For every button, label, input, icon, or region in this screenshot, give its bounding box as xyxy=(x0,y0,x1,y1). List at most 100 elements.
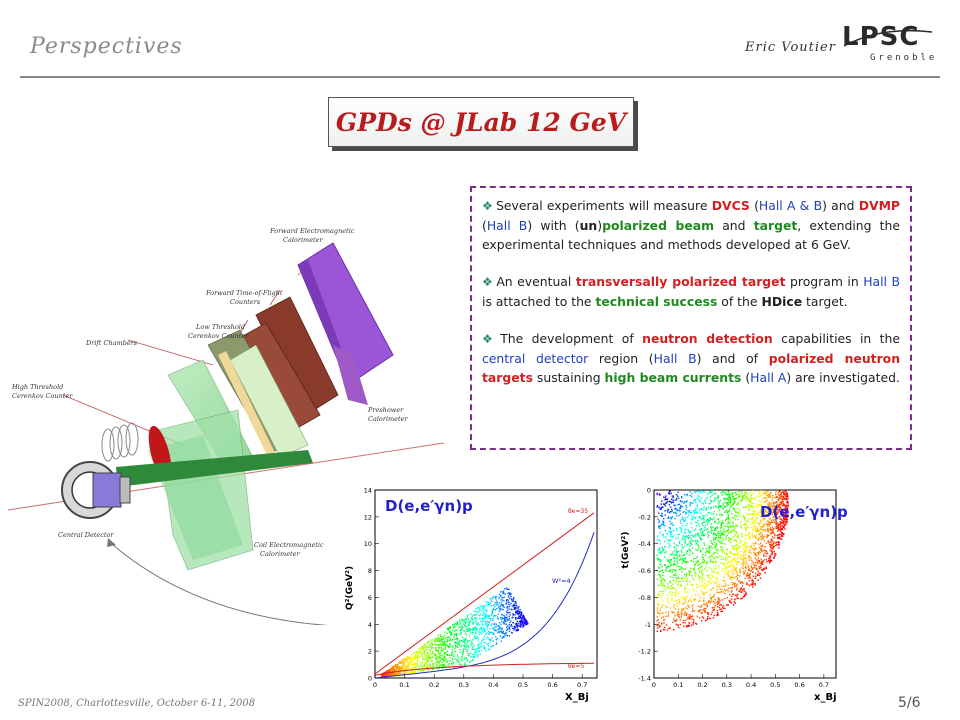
author-name: Eric Voutier xyxy=(745,40,836,55)
slide-title: GPDs @ JLab 12 GeV xyxy=(328,97,634,147)
clas12-detector-illustration: Forward Electromagnetic Calorimeter Forw… xyxy=(8,227,444,625)
x-tick-label: 0.2 xyxy=(429,681,439,689)
y-tick-label: 2 xyxy=(368,648,372,656)
label-preshower: Calorimeter xyxy=(368,415,408,423)
y-tick-label: 6 xyxy=(368,594,372,602)
label-coil-em-cal: Coil Electromagnetic xyxy=(254,541,324,549)
x-tick-label: 0 xyxy=(373,681,377,689)
label-central-detector: Central Detector xyxy=(58,531,114,539)
bullet-text-segment: Hall A xyxy=(750,370,787,385)
x-tick-label: 0.5 xyxy=(518,681,528,689)
label-forward-em-cal: Forward Electromagnetic xyxy=(269,227,355,235)
bullet-diamond-icon: ❖ xyxy=(482,199,494,213)
bullet-text-segment: target. xyxy=(802,294,848,309)
label-high-threshold: High Threshold xyxy=(11,383,63,391)
footer-conference: SPIN2008, Charlottesville, October 6-11,… xyxy=(18,698,256,709)
bullet-text-segment: ) xyxy=(597,218,603,233)
bullet-text-segment: of the xyxy=(717,294,762,309)
x-tick-label: 0 xyxy=(652,681,656,689)
plot1-xlabel: X_Bj xyxy=(565,692,589,703)
x-tick-label: 0.7 xyxy=(577,681,587,689)
page-number: 5/6 xyxy=(898,695,921,711)
bullet-text-segment: is attached to the xyxy=(482,294,596,309)
bullet-paragraph: ❖ An eventual transversally polarized tar… xyxy=(482,272,900,311)
bullet-text-segment: transversally polarized target xyxy=(575,274,786,289)
bullet-text-segment: neutron detection xyxy=(642,331,773,346)
header-title: Perspectives xyxy=(30,34,183,59)
bullet-text-segment: un xyxy=(579,218,598,233)
x-tick-label: 0.7 xyxy=(819,681,829,689)
bullet-text-segment: technical success xyxy=(595,294,718,309)
bullet-text-segment: DVCS xyxy=(711,198,750,213)
y-tick-label: 12 xyxy=(364,513,372,521)
logo-sub-text: Grenoble xyxy=(870,53,938,63)
label-forward-em-cal: Calorimeter xyxy=(283,236,323,244)
label-preshower: Preshower xyxy=(367,406,404,414)
x-tick-label: 0.2 xyxy=(697,681,707,689)
y-tick-label: 10 xyxy=(364,540,372,548)
y-tick-label: -1 xyxy=(645,621,651,629)
bullet-text-segment: target xyxy=(753,218,798,233)
y-tick-label: 14 xyxy=(364,487,372,495)
bullet-text-segment: capabilities in the xyxy=(772,331,901,346)
x-tick-label: 0.3 xyxy=(459,681,469,689)
bullet-text-segment: Hall B xyxy=(653,351,697,366)
bullet-text-segment: and xyxy=(714,218,754,233)
bullet-text-segment: sustaining xyxy=(532,370,605,385)
label-forward-tof: Counters xyxy=(230,298,261,306)
t-vs-xbj-plot: 0 0.1 0.2 0.3 0.4 0.5 0.6 0.7 0 -0.2 -0.4 -0.6 -0.8 -… xyxy=(616,480,844,705)
plot1-reaction-label: D(e,e′γn)p xyxy=(385,497,473,515)
x-tick-label: 0.1 xyxy=(399,681,409,689)
y-tick-label: -0.6 xyxy=(638,567,651,575)
header-divider xyxy=(20,76,940,78)
bullet-text-segment: DVMP xyxy=(858,198,900,213)
y-tick-label: -1.4 xyxy=(638,675,651,683)
y-tick-label: 4 xyxy=(368,621,372,629)
annotation-w2: W²=4 xyxy=(552,577,571,585)
bullet-text-segment: ) are investigated. xyxy=(786,370,900,385)
label-drift-chambers: Drift Chambers xyxy=(85,339,138,347)
bullet-text-segment: ) with ( xyxy=(527,218,580,233)
x-tick-label: 0.4 xyxy=(746,681,756,689)
y-tick-label: -0.4 xyxy=(638,540,651,548)
bullet-text-segment: An eventual xyxy=(496,274,576,289)
plot2-xlabel: x_Bj xyxy=(814,692,837,703)
y-tick-label: -0.8 xyxy=(638,594,651,602)
bullet-text-segment: ) and of xyxy=(696,351,769,366)
x-tick-label: 0.5 xyxy=(770,681,780,689)
bullet-diamond-icon: ❖ xyxy=(482,275,494,289)
lpsc-logo: LPSC Grenoble xyxy=(842,22,938,68)
y-tick-label: -0.2 xyxy=(638,513,651,521)
y-tick-label: 0 xyxy=(647,487,651,495)
bullet-text-segment: polarized neutron targets xyxy=(482,351,901,385)
bullet-text-segment: Several experiments will measure xyxy=(496,198,712,213)
bullet-text-segment: high beam currents xyxy=(604,370,742,385)
bullet-text-segment: ) and xyxy=(822,198,859,213)
bullet-text-segment: ( xyxy=(741,370,751,385)
bullet-box: ❖ Several experiments will measure DVCS (… xyxy=(470,186,912,450)
bullet-text-segment: central detector xyxy=(482,351,589,366)
y-tick-label: 0 xyxy=(368,675,372,683)
x-tick-label: 0.1 xyxy=(673,681,683,689)
bullet-text-segment: ( xyxy=(749,198,759,213)
bullet-diamond-icon: ❖ xyxy=(482,332,498,346)
label-low-threshold: Low Threshold xyxy=(195,323,245,331)
bullet-text-segment: , extending the experimental techniques … xyxy=(482,218,900,252)
bullet-text-segment: ( xyxy=(482,218,487,233)
bullet-paragraph: ❖ The development of neutron detection ca… xyxy=(482,329,900,387)
bullet-text-segment: program in xyxy=(785,274,864,289)
annotation-theta5: θe=5 xyxy=(568,663,584,670)
plot2-ylabel: t(GeV²) xyxy=(621,532,631,569)
bullet-text-segment: Hall B xyxy=(486,218,528,233)
bullet-paragraph: ❖ Several experiments will measure DVCS (… xyxy=(482,196,900,254)
label-forward-tof: Forward Time-of-Flight xyxy=(205,289,283,297)
bullet-text-segment: Hall A & B xyxy=(758,198,823,213)
bullet-text-segment: polarized beam xyxy=(602,218,715,233)
bullet-text-segment: The development of xyxy=(500,331,643,346)
x-tick-label: 0.4 xyxy=(488,681,498,689)
plot1-ylabel: Q²(GeV²) xyxy=(345,566,355,610)
q2-vs-xbj-plot: 0 0.1 0.2 0.3 0.4 0.5 0.6 0.7 0 2 4 6 8 10 12 14 Q²(GeV… xyxy=(340,480,605,705)
y-tick-label: -1.2 xyxy=(638,648,651,656)
x-tick-label: 0.6 xyxy=(794,681,804,689)
label-high-threshold: Cerenkov Counter xyxy=(12,392,73,400)
